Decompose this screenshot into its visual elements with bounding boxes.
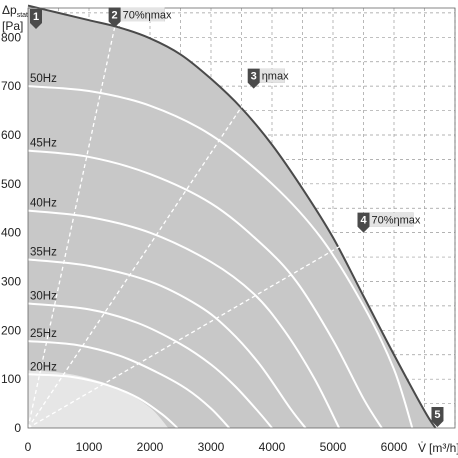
plot-frame bbox=[27, 7, 456, 429]
curve-35hz bbox=[27, 258, 307, 429]
svg-text:V̇[m³/h]: V̇ [m³/h] bbox=[418, 441, 458, 455]
y-tick-label: 800 bbox=[1, 30, 21, 44]
marker-3: 3 ηmax bbox=[247, 68, 289, 89]
efficiency-line-3 bbox=[27, 232, 364, 429]
curve-45hz bbox=[27, 149, 383, 429]
marker-1: 1 bbox=[30, 9, 42, 29]
marker-flag bbox=[30, 9, 42, 29]
x-tick-label: 4000 bbox=[259, 440, 286, 454]
marker-text-bg bbox=[369, 212, 414, 227]
marker-text-bg bbox=[120, 7, 165, 22]
curve-20hz bbox=[27, 373, 179, 429]
x-tick-label: 6000 bbox=[381, 440, 408, 454]
x-tick-label: 2000 bbox=[137, 440, 164, 454]
marker-number: 3 bbox=[251, 71, 257, 83]
x-tick-label: 0 bbox=[25, 440, 32, 454]
curve-label-35hz: 35Hz bbox=[30, 247, 57, 259]
curve-label-25hz: 25Hz bbox=[30, 328, 57, 340]
axes: 0 1000 2000 3000 4000 5000 6000 0 100 200 300 400 50… bbox=[1, 7, 456, 454]
curve-30hz bbox=[27, 302, 273, 429]
envelope-area bbox=[28, 5, 436, 429]
curve-25hz bbox=[27, 340, 231, 429]
y-tick-label: 400 bbox=[1, 226, 21, 240]
y-axis-label: Δpstat [Pa] bbox=[2, 3, 28, 33]
y-axis-symbol: Δp bbox=[2, 3, 17, 17]
y-axis-unit: [Pa] bbox=[2, 19, 23, 33]
marker-5: 5 bbox=[431, 407, 444, 427]
x-axis-label: V̇ [m³/h] bbox=[418, 441, 458, 455]
efficiency-lines bbox=[27, 27, 364, 429]
marker-text: ηmax bbox=[262, 71, 289, 83]
x-tick-label: 3000 bbox=[198, 440, 225, 454]
y-tick-label: 0 bbox=[14, 421, 21, 435]
x-axis-unit: [m³/h] bbox=[429, 441, 458, 455]
marker-text: 70%ηmax bbox=[123, 10, 172, 22]
curve-50hz bbox=[27, 85, 414, 429]
marker-text-bg bbox=[259, 68, 285, 83]
y-tick-label: 700 bbox=[1, 79, 21, 93]
operating-envelope bbox=[27, 4, 437, 429]
curve-label-45hz: 45Hz bbox=[30, 138, 57, 150]
curve-label-30hz: 30Hz bbox=[30, 290, 57, 302]
marker-number: 5 bbox=[434, 409, 440, 421]
x-axis-symbol: V̇ bbox=[418, 441, 426, 455]
marker-4: 4 70%ηmax bbox=[357, 212, 421, 233]
x-tick-label: 1000 bbox=[76, 440, 103, 454]
marker-number: 4 bbox=[360, 215, 367, 227]
efficiency-line-2 bbox=[27, 88, 255, 429]
marker-flag bbox=[431, 407, 444, 427]
point-markers: 1 2 70%ηmax 3 ηmax 4 70%ηmax 5 bbox=[30, 7, 444, 427]
curve-label-50hz: 50Hz bbox=[30, 73, 57, 85]
curve-40hz bbox=[27, 209, 340, 429]
frequency-curves: 50Hz 45Hz 40Hz 35Hz 30Hz 25Hz 20Hz bbox=[27, 73, 414, 429]
y-tick-label: 100 bbox=[1, 372, 21, 386]
y-tick-label: 600 bbox=[1, 128, 21, 142]
marker-number: 2 bbox=[112, 10, 118, 22]
svg-text:Δpstat: Δpstat bbox=[2, 3, 28, 19]
x-tick-label: 5000 bbox=[320, 440, 347, 454]
y-tick-label: 500 bbox=[1, 177, 21, 191]
curve-label-20hz: 20Hz bbox=[30, 361, 57, 373]
max-pressure-curve bbox=[27, 4, 437, 429]
curve-label-40hz: 40Hz bbox=[30, 198, 57, 210]
y-axis-subscript: stat bbox=[17, 12, 28, 19]
y-tick-label: 200 bbox=[1, 323, 21, 337]
efficiency-line-1 bbox=[27, 27, 116, 429]
marker-2: 2 70%ηmax bbox=[108, 7, 172, 28]
marker-text: 70%ηmax bbox=[372, 215, 421, 227]
low-frequency-region bbox=[28, 370, 169, 428]
y-tick-label: 300 bbox=[1, 274, 21, 288]
marker-number: 1 bbox=[33, 11, 39, 23]
